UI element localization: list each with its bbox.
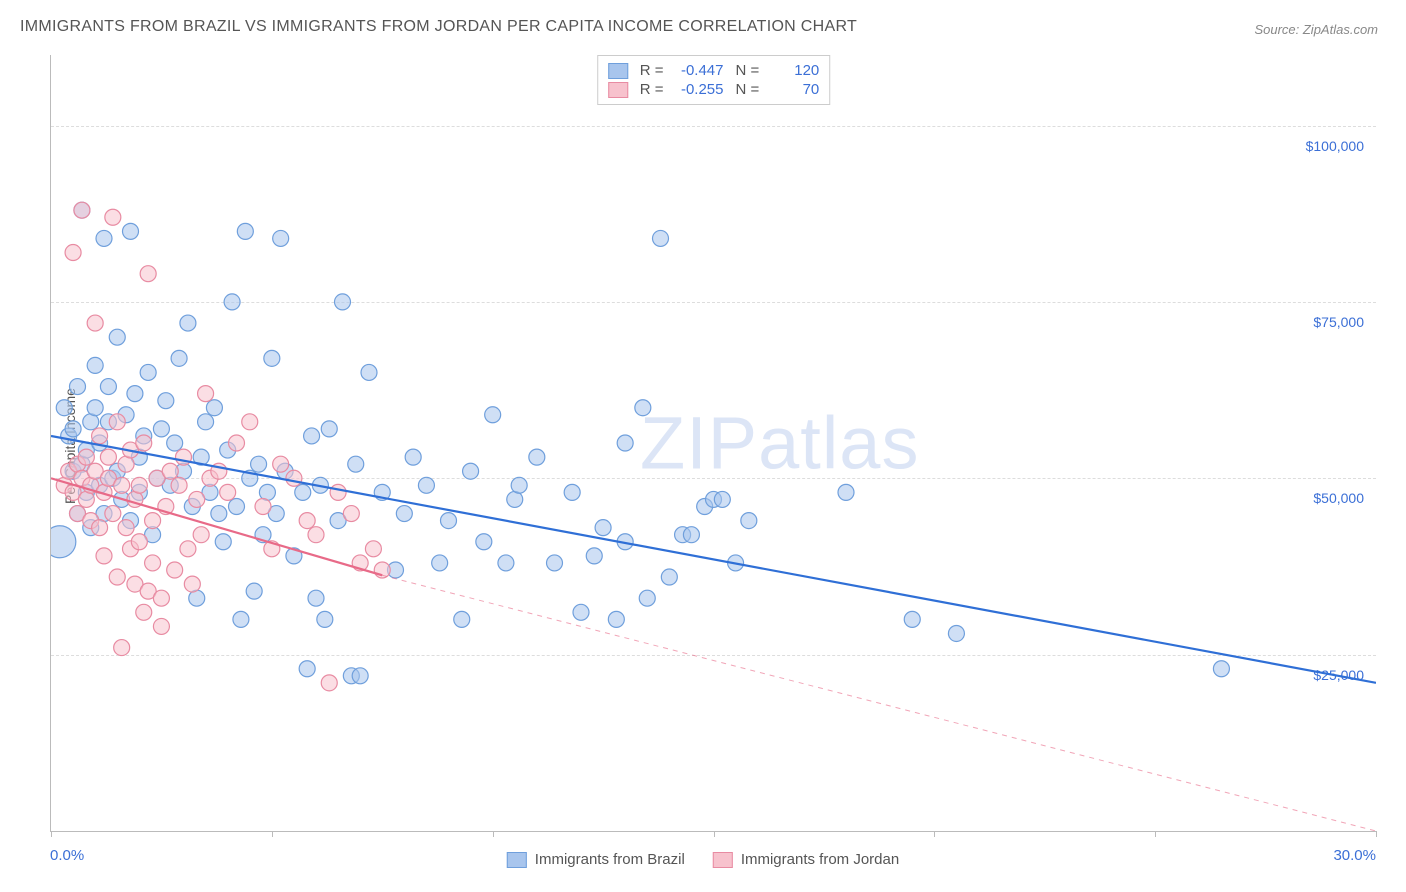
- n-value-jordan: 70: [767, 81, 819, 98]
- scatter-svg: [51, 55, 1376, 831]
- chart-title: IMMIGRANTS FROM BRAZIL VS IMMIGRANTS FRO…: [20, 18, 857, 36]
- legend-item-brazil: Immigrants from Brazil: [507, 851, 685, 868]
- legend-label-brazil: Immigrants from Brazil: [535, 851, 685, 868]
- legend-label-jordan: Immigrants from Jordan: [741, 851, 899, 868]
- legend-row-brazil: R = -0.447 N = 120: [608, 62, 820, 79]
- legend-item-jordan: Immigrants from Jordan: [713, 851, 899, 868]
- source-attribution: Source: ZipAtlas.com: [1254, 22, 1378, 37]
- r-value-brazil: -0.447: [672, 62, 724, 79]
- swatch-brazil-icon: [507, 852, 527, 868]
- n-value-brazil: 120: [767, 62, 819, 79]
- r-value-jordan: -0.255: [672, 81, 724, 98]
- plot-area: ZIPatlas R = -0.447 N = 120 R = -0.255 N…: [50, 55, 1376, 832]
- legend-row-jordan: R = -0.255 N = 70: [608, 81, 820, 98]
- swatch-jordan-icon: [713, 852, 733, 868]
- x-axis-max-label: 30.0%: [1333, 847, 1376, 864]
- chart-container: IMMIGRANTS FROM BRAZIL VS IMMIGRANTS FRO…: [0, 0, 1406, 892]
- legend-series: Immigrants from Brazil Immigrants from J…: [507, 851, 899, 868]
- swatch-brazil: [608, 63, 628, 79]
- legend-stats-box: R = -0.447 N = 120 R = -0.255 N = 70: [597, 55, 831, 105]
- x-axis-min-label: 0.0%: [50, 847, 84, 864]
- swatch-jordan: [608, 82, 628, 98]
